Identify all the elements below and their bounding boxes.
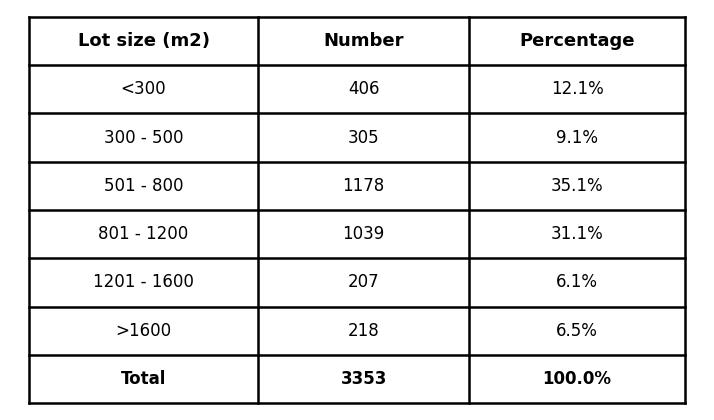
Text: 100.0%: 100.0% xyxy=(543,370,612,388)
Text: >1600: >1600 xyxy=(116,322,171,340)
Text: 305: 305 xyxy=(348,129,379,147)
Text: 1178: 1178 xyxy=(343,177,385,195)
Text: 12.1%: 12.1% xyxy=(550,80,603,98)
Text: Total: Total xyxy=(121,370,166,388)
Text: 3353: 3353 xyxy=(341,370,387,388)
Text: 1201 - 1600: 1201 - 1600 xyxy=(93,273,194,291)
Text: 218: 218 xyxy=(348,322,379,340)
Text: 1039: 1039 xyxy=(343,225,385,243)
Text: 35.1%: 35.1% xyxy=(550,177,603,195)
Text: 300 - 500: 300 - 500 xyxy=(104,129,183,147)
Text: <300: <300 xyxy=(121,80,166,98)
Text: 501 - 800: 501 - 800 xyxy=(104,177,183,195)
Text: 9.1%: 9.1% xyxy=(556,129,598,147)
Text: 801 - 1200: 801 - 1200 xyxy=(99,225,188,243)
Text: Percentage: Percentage xyxy=(519,32,635,50)
Text: 6.1%: 6.1% xyxy=(556,273,598,291)
Text: 6.5%: 6.5% xyxy=(556,322,598,340)
Text: 207: 207 xyxy=(348,273,379,291)
Text: Number: Number xyxy=(323,32,404,50)
Text: Lot size (m2): Lot size (m2) xyxy=(78,32,209,50)
Text: 406: 406 xyxy=(348,80,379,98)
Text: 31.1%: 31.1% xyxy=(550,225,603,243)
